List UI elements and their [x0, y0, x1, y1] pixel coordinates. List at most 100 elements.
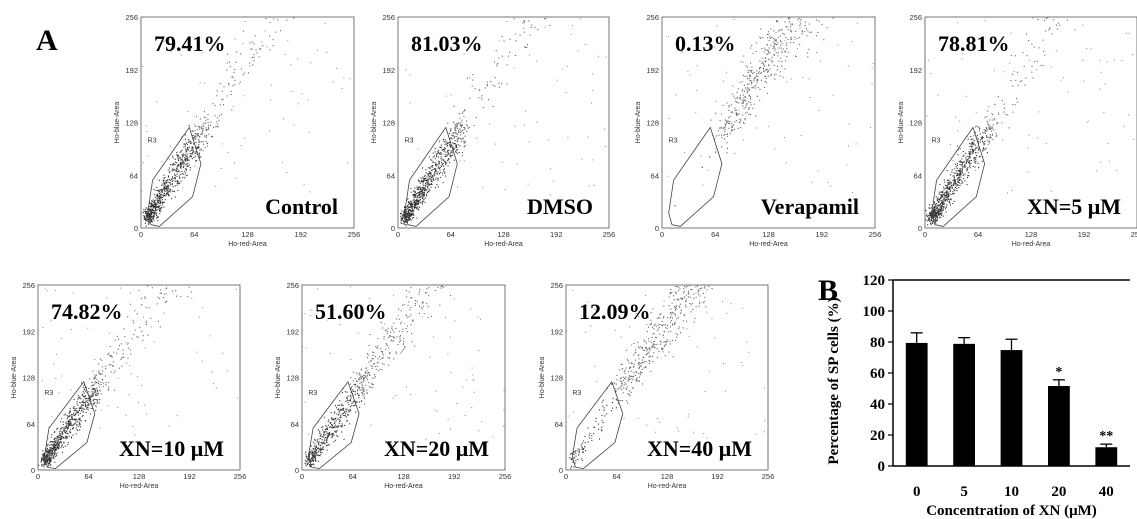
condition-label: Control [265, 194, 338, 219]
y-tick-label: 192 [125, 66, 138, 75]
plot-frame [565, 284, 769, 471]
x-axis-label: Ho-red-Area [484, 241, 523, 248]
y-tick-label: 256 [22, 281, 35, 290]
y-tick-label: 128 [125, 119, 138, 128]
panel-b-letter: B [818, 274, 838, 307]
x-tick-label: 256 [762, 472, 775, 481]
sp-percent-label: 51.60% [315, 299, 387, 324]
y-tick-label: 128 [286, 374, 299, 383]
x-tick-label: 192 [1078, 230, 1091, 239]
y-tick-label: 256 [550, 281, 563, 290]
plot-frame [397, 16, 610, 229]
y-tick-label: 64 [387, 171, 395, 180]
gate-r3 [931, 126, 986, 227]
x-tick-label: 256 [869, 230, 882, 239]
sp-percent-label: 81.03% [411, 31, 483, 56]
y-tick-label: 256 [125, 13, 138, 22]
y-tick-label: 256 [286, 281, 299, 290]
gate-r3 [43, 380, 96, 470]
sp-percent-label: 78.81% [938, 31, 1010, 56]
dot-plot: R3 00 64 64 128 128 192 192 256 256 Ho-red-Area Ho-… [898, 13, 1137, 248]
x-tick-label: 0 [564, 472, 568, 481]
y-tick-label: 128 [909, 119, 922, 128]
y-axis-label: Ho-blue-Area [275, 357, 282, 399]
plot-events [925, 17, 1137, 226]
x-tick-label: 128 [661, 472, 674, 481]
sp-percent-label: 74.82% [51, 299, 123, 324]
y-tick-label: 64 [27, 420, 35, 429]
y-tick-label: 0 [295, 466, 299, 475]
y-tick-label: 20 [870, 428, 885, 444]
y-tick-label: 0 [655, 224, 659, 233]
y-tick-label: 0 [134, 224, 138, 233]
y-tick-label: 256 [646, 13, 659, 22]
condition-label: XN=5 μM [1027, 194, 1121, 219]
gate-label: R3 [932, 137, 941, 144]
y-tick-label: 64 [555, 420, 563, 429]
x-axis-label: Ho-red-Area [228, 241, 267, 248]
x-tick-label: 192 [294, 230, 307, 239]
bar [905, 342, 928, 466]
x-tick-label: 10 [1004, 484, 1019, 500]
x-tick-label: 192 [815, 230, 828, 239]
x-tick-label: 192 [448, 472, 461, 481]
y-tick-label: 256 [382, 13, 395, 22]
y-tick-label: 256 [909, 13, 922, 22]
x-tick-label: 20 [1051, 484, 1066, 500]
significance-marker: ** [1099, 429, 1113, 444]
y-tick-label: 192 [550, 327, 563, 336]
plot-events [38, 285, 239, 470]
x-tick-label: 256 [603, 230, 616, 239]
condition-label: XN=40 μM [647, 436, 752, 461]
plot-frame [924, 16, 1137, 229]
sp-percent-label: 79.41% [154, 31, 226, 56]
gate-r3 [668, 126, 723, 227]
gate-label: R3 [669, 137, 678, 144]
y-tick-label: 120 [863, 273, 886, 289]
y-tick-label: 64 [291, 420, 299, 429]
gate-label: R3 [148, 137, 157, 144]
y-axis-label: Ho-blue-Area [635, 102, 642, 144]
x-tick-label: 128 [133, 472, 146, 481]
x-tick-label: 128 [397, 472, 410, 481]
gate-label: R3 [572, 390, 581, 397]
x-tick-label: 5 [960, 484, 968, 500]
y-tick-label: 64 [130, 171, 138, 180]
x-tick-label: 128 [241, 230, 254, 239]
x-tick-label: 192 [550, 230, 563, 239]
plot-events [667, 17, 874, 207]
sp-percent-label: 0.13% [675, 31, 736, 56]
gate-r3 [147, 126, 202, 227]
x-tick-label: 0 [660, 230, 664, 239]
y-tick-label: 192 [22, 327, 35, 336]
x-tick-label: 192 [711, 472, 724, 481]
condition-label: XN=20 μM [384, 436, 489, 461]
dot-plot: R3 00 64 64 128 128 192 192 256 256 Ho-red-Area Ho-… [371, 13, 615, 248]
dot-plot: R3 00 64 64 128 128 192 192 256 256 Ho-red-Area Ho-… [275, 281, 511, 490]
y-tick-label: 80 [870, 335, 885, 351]
gate-label: R3 [308, 390, 317, 397]
x-tick-label: 64 [190, 230, 198, 239]
significance-marker: * [1055, 365, 1062, 380]
y-tick-label: 192 [382, 66, 395, 75]
y-tick-label: 0 [391, 224, 395, 233]
plot-frame [301, 284, 506, 471]
gate-r3 [307, 380, 360, 470]
y-axis-label: Ho-blue-Area [898, 102, 905, 144]
y-axis-label: Percentage of SP cells (%) [826, 297, 842, 464]
x-tick-label: 256 [348, 230, 361, 239]
dot-plot: R3 00 64 64 128 128 192 192 256 256 Ho-red-Area Ho-… [114, 13, 360, 248]
y-tick-label: 0 [31, 466, 35, 475]
bar [1000, 350, 1023, 466]
condition-label: Verapamil [761, 194, 859, 219]
x-tick-label: 40 [1099, 484, 1114, 500]
x-tick-label: 64 [349, 472, 357, 481]
y-tick-label: 64 [651, 171, 659, 180]
x-tick-label: 0 [36, 472, 40, 481]
x-tick-label: 256 [1131, 230, 1137, 239]
x-tick-label: 128 [762, 230, 775, 239]
dot-plot: R3 00 64 64 128 128 192 192 256 256 Ho-red-Area Ho-… [11, 281, 246, 490]
x-tick-label: 64 [612, 472, 620, 481]
